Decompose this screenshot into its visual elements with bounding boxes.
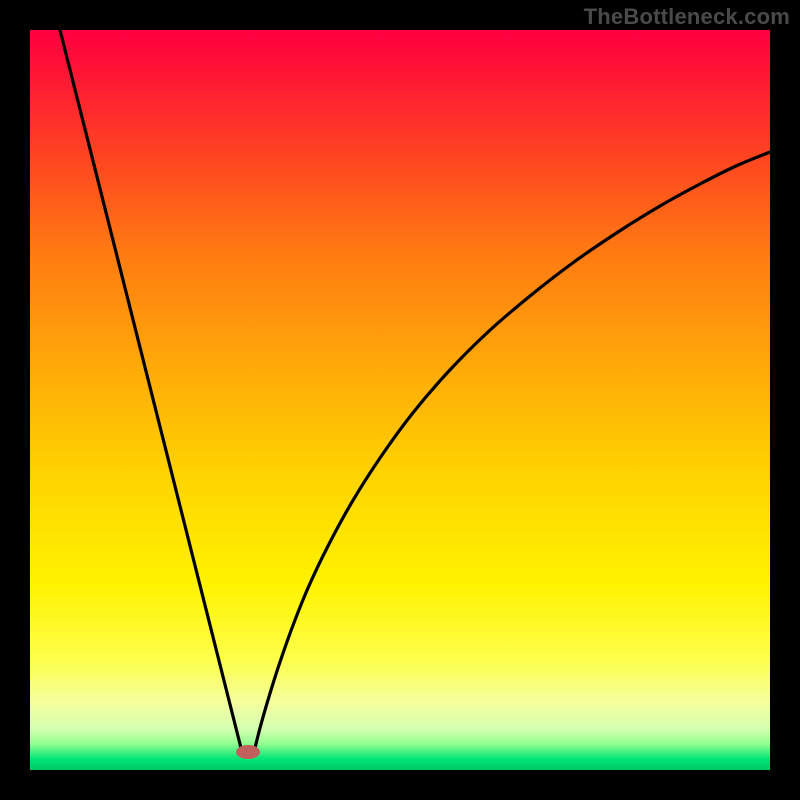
watermark-text: TheBottleneck.com — [584, 4, 790, 30]
optimum-marker — [236, 745, 260, 759]
chart-frame: TheBottleneck.com — [0, 0, 800, 800]
gradient-background — [30, 30, 770, 770]
bottleneck-chart — [0, 0, 800, 800]
